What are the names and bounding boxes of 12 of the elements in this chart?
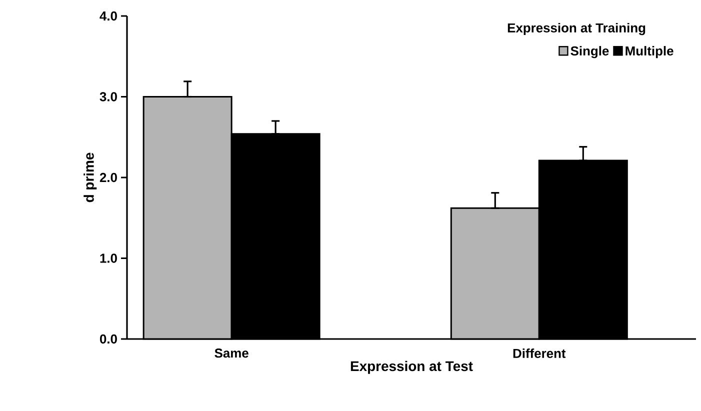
legend-label: Multiple [626, 46, 674, 58]
y-tick-label: 2.0 [100, 172, 117, 182]
x-tick-label: Different [513, 348, 566, 358]
y-tick-label: 1.0 [100, 254, 117, 263]
y-tick-label: 0.0 [100, 334, 117, 344]
x-axis-title: Expression at Test [350, 360, 473, 374]
legend-label: Single [570, 46, 609, 58]
legend-title: Expression at Training [508, 22, 646, 36]
y-tick-label: 3.0 [100, 92, 117, 102]
y-tick-label: 4.0 [100, 11, 117, 21]
x-tick-label: Same [214, 348, 248, 358]
y-axis-title: d prime [84, 152, 97, 202]
